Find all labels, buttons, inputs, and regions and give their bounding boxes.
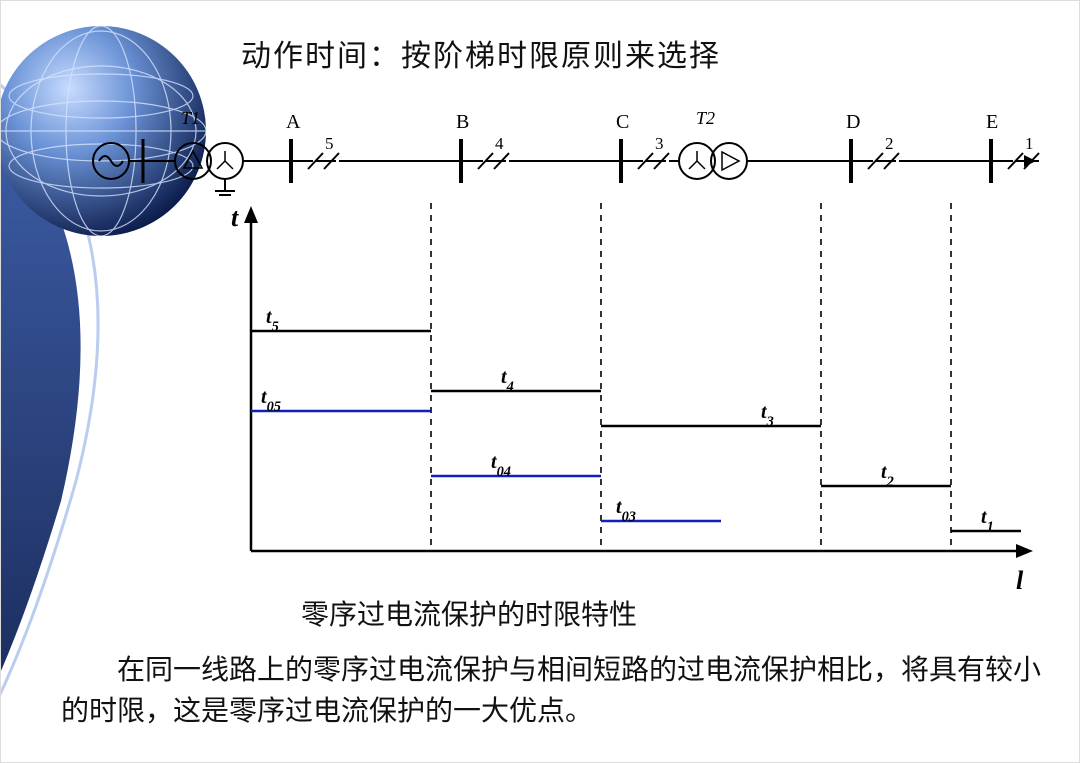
- time-characteristic-chart: tlt5t4t3t2t1t05t04t03: [221, 201, 1041, 601]
- svg-text:A: A: [286, 111, 301, 133]
- svg-text:5: 5: [325, 134, 334, 153]
- svg-text:T2: T2: [696, 108, 715, 128]
- svg-text:l: l: [1016, 566, 1024, 595]
- slide: 动作时间：按阶梯时限原则来选择 T1T2A5B4C3D2E1 tlt5t4t3t…: [0, 0, 1080, 763]
- svg-text:2: 2: [885, 134, 894, 153]
- svg-text:3: 3: [655, 134, 664, 153]
- svg-text:1: 1: [1025, 134, 1034, 153]
- title: 动作时间：按阶梯时限原则来选择: [241, 31, 721, 75]
- svg-text:T1: T1: [181, 108, 200, 128]
- svg-text:D: D: [846, 111, 860, 133]
- svg-text:4: 4: [495, 134, 504, 153]
- svg-text:t: t: [231, 203, 239, 232]
- chart-caption: 零序过电流保护的时限特性: [301, 593, 637, 633]
- svg-text:C: C: [616, 111, 629, 133]
- body-text: 在同一线路上的零序过电流保护与相间短路的过电流保护相比，将具有较小的时限，这是零…: [61, 651, 1061, 732]
- svg-text:B: B: [456, 111, 469, 133]
- circuit-diagram: T1 T2 A 5 B 4 C 3 D 2 E 1: [81, 106, 1041, 196]
- svg-text:E: E: [986, 111, 998, 133]
